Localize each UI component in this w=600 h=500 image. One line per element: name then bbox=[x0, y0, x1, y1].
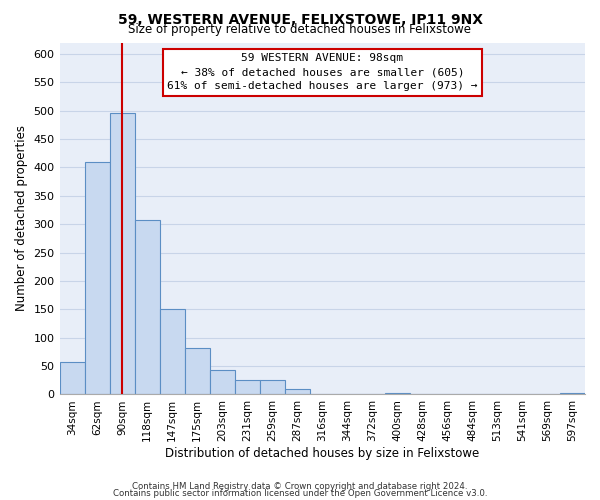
Bar bbox=[110, 114, 134, 394]
Text: Contains HM Land Registry data © Crown copyright and database right 2024.: Contains HM Land Registry data © Crown c… bbox=[132, 482, 468, 491]
Bar bbox=[160, 310, 185, 394]
Text: 59 WESTERN AVENUE: 98sqm
← 38% of detached houses are smaller (605)
61% of semi-: 59 WESTERN AVENUE: 98sqm ← 38% of detach… bbox=[167, 53, 478, 91]
Bar bbox=[285, 389, 310, 394]
X-axis label: Distribution of detached houses by size in Felixstowe: Distribution of detached houses by size … bbox=[165, 447, 479, 460]
Bar bbox=[134, 220, 160, 394]
Bar bbox=[185, 348, 209, 395]
Y-axis label: Number of detached properties: Number of detached properties bbox=[15, 126, 28, 312]
Text: 59, WESTERN AVENUE, FELIXSTOWE, IP11 9NX: 59, WESTERN AVENUE, FELIXSTOWE, IP11 9NX bbox=[118, 12, 482, 26]
Bar bbox=[235, 380, 260, 394]
Bar bbox=[260, 380, 285, 394]
Text: Contains public sector information licensed under the Open Government Licence v3: Contains public sector information licen… bbox=[113, 488, 487, 498]
Bar bbox=[209, 370, 235, 394]
Text: Size of property relative to detached houses in Felixstowe: Size of property relative to detached ho… bbox=[128, 22, 472, 36]
Bar bbox=[85, 162, 110, 394]
Bar bbox=[59, 362, 85, 394]
